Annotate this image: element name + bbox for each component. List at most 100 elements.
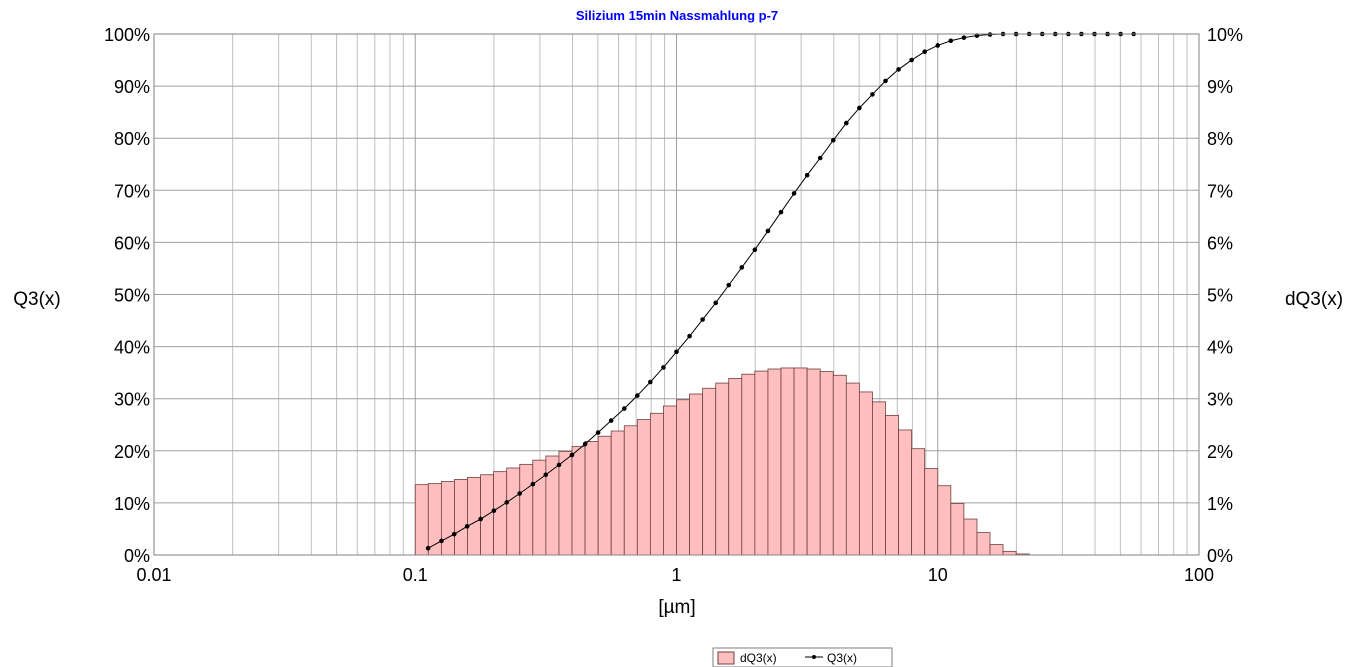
bar-dq3 bbox=[872, 401, 886, 556]
y-right-tick-label: 5% bbox=[1207, 286, 1233, 306]
point-q3 bbox=[425, 545, 431, 551]
point-q3 bbox=[791, 191, 797, 196]
y-right-tick-label: 2% bbox=[1207, 442, 1233, 462]
y-right-tick-label: 6% bbox=[1207, 233, 1233, 253]
y-right-tick-label: 10% bbox=[1207, 25, 1243, 45]
bar-dq3 bbox=[858, 391, 873, 556]
bar-dq3 bbox=[767, 368, 782, 556]
point-q3 bbox=[464, 524, 470, 529]
point-q3 bbox=[595, 430, 601, 435]
point-q3 bbox=[948, 38, 954, 44]
y-left-tick-label: 10% bbox=[114, 494, 150, 514]
bar-dq3 bbox=[623, 425, 638, 556]
bars-dq3 bbox=[414, 367, 1030, 556]
bar-dq3 bbox=[649, 412, 664, 556]
point-q3 bbox=[700, 317, 705, 322]
bar-dq3 bbox=[911, 448, 926, 556]
y-left-tick-label: 70% bbox=[114, 181, 150, 201]
point-q3 bbox=[478, 516, 483, 522]
point-q3 bbox=[687, 333, 692, 339]
bar-dq3 bbox=[493, 471, 508, 556]
bar-dq3 bbox=[728, 377, 743, 556]
bar-dq3 bbox=[506, 467, 521, 556]
y-left-tick-label: 0% bbox=[124, 546, 150, 566]
point-q3 bbox=[439, 538, 444, 544]
point-q3 bbox=[556, 462, 562, 468]
x-tick-label: 0.1 bbox=[403, 565, 428, 585]
y-right-tick-label: 8% bbox=[1207, 129, 1233, 149]
legend-swatch-dq3 bbox=[717, 651, 735, 665]
point-q3 bbox=[739, 265, 745, 270]
point-q3 bbox=[504, 500, 510, 505]
point-q3 bbox=[935, 43, 941, 48]
bar-dq3 bbox=[702, 387, 717, 556]
legend-box bbox=[712, 647, 893, 667]
plot-frame bbox=[153, 33, 1200, 556]
point-q3 bbox=[621, 406, 627, 411]
x-tick-label: 10 bbox=[928, 565, 948, 585]
bar-dq3 bbox=[610, 430, 625, 556]
bar-dq3 bbox=[950, 503, 965, 556]
bar-dq3 bbox=[793, 367, 808, 556]
bar-dq3 bbox=[937, 485, 952, 556]
point-q3 bbox=[883, 78, 888, 84]
bar-dq3 bbox=[597, 435, 612, 556]
point-q3 bbox=[804, 172, 810, 178]
x-tick-label: 0.01 bbox=[136, 565, 171, 585]
point-q3 bbox=[608, 418, 614, 423]
legend-label-q3: Q3(x) bbox=[827, 651, 857, 665]
y-left-tick-label: 20% bbox=[114, 442, 150, 462]
point-q3 bbox=[648, 379, 653, 385]
legend-swatch-q3-marker bbox=[812, 655, 816, 659]
bar-dq3 bbox=[558, 450, 573, 556]
point-q3 bbox=[451, 531, 457, 537]
chart-title: Silizium 15min Nassmahlung p-7 bbox=[576, 8, 778, 23]
point-q3 bbox=[543, 472, 549, 478]
bar-dq3 bbox=[676, 399, 690, 556]
y-right-tick-label: 0% bbox=[1207, 546, 1233, 566]
bar-dq3 bbox=[440, 481, 455, 556]
y-left-tick-label: 80% bbox=[114, 129, 150, 149]
bar-dq3 bbox=[806, 368, 821, 556]
point-q3 bbox=[922, 49, 927, 55]
x-tick-label: 1 bbox=[671, 565, 681, 585]
bar-dq3 bbox=[898, 429, 913, 556]
point-q3 bbox=[987, 32, 993, 37]
bar-dq3 bbox=[780, 367, 795, 556]
bar-dq3 bbox=[1002, 550, 1017, 556]
y-right-tick-label: 9% bbox=[1207, 77, 1233, 97]
x-tick-label: 100 bbox=[1184, 565, 1214, 585]
y-left-tick-label: 50% bbox=[114, 286, 150, 306]
point-q3 bbox=[870, 92, 875, 97]
bar-dq3 bbox=[414, 484, 429, 556]
bar-dq3 bbox=[689, 393, 704, 556]
point-q3 bbox=[765, 228, 771, 234]
bar-dq3 bbox=[663, 405, 677, 556]
bar-dq3 bbox=[989, 544, 1004, 556]
point-q3 bbox=[491, 508, 497, 514]
point-q3 bbox=[857, 105, 862, 111]
point-q3 bbox=[674, 349, 679, 355]
bar-dq3 bbox=[741, 373, 756, 556]
y-right-tick-label: 1% bbox=[1207, 494, 1233, 514]
point-q3 bbox=[830, 137, 836, 143]
bar-dq3 bbox=[976, 532, 991, 556]
y-right-tick-label: 4% bbox=[1207, 338, 1233, 358]
point-q3 bbox=[713, 300, 719, 306]
point-q3 bbox=[569, 452, 575, 458]
y-left-tick-label: 90% bbox=[114, 77, 150, 97]
point-q3 bbox=[778, 209, 784, 215]
tick-labels: 0% 10% 20% 30% 40% 50% 60% 70% 80% 90% 100% 0% 1% 2% 3… bbox=[104, 25, 1243, 585]
bar-dq3 bbox=[545, 455, 560, 556]
bar-dq3 bbox=[924, 468, 939, 556]
bar-dq3 bbox=[885, 414, 899, 556]
bar-dq3 bbox=[832, 374, 847, 556]
y-right-tick-label: 7% bbox=[1207, 181, 1233, 201]
point-q3 bbox=[661, 365, 666, 370]
bar-dq3 bbox=[715, 382, 730, 556]
bar-dq3 bbox=[754, 370, 769, 556]
bar-dq3 bbox=[454, 479, 468, 556]
y-left-tick-label: 100% bbox=[104, 25, 150, 45]
point-q3 bbox=[635, 393, 640, 398]
